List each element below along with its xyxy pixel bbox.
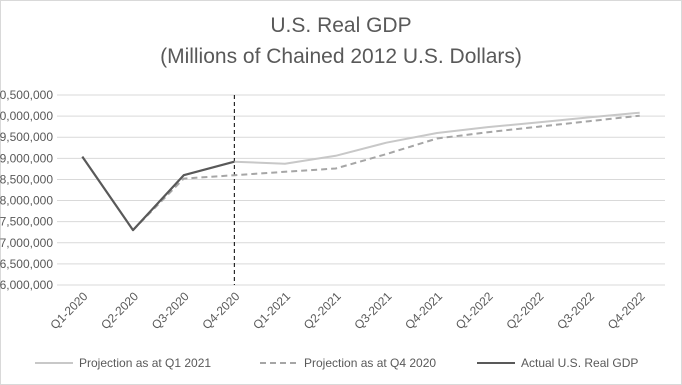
y-axis-tick-labels: 16,000,000 16,500,000 17,000,000 17,500,000… — [0, 88, 53, 292]
y-tick-label: 17,500,000 — [0, 215, 53, 229]
series-line — [81, 155, 235, 232]
y-tick-label: 19,000,000 — [0, 151, 53, 165]
legend-label: Projection as at Q1 2021 — [79, 356, 211, 370]
y-tick-label: 20,000,000 — [0, 109, 53, 123]
gridlines — [57, 94, 665, 286]
chart-title-line-2: (Millions of Chained 2012 U.S. Dollars) — [160, 45, 522, 68]
series-lines — [81, 111, 640, 232]
legend-label: Projection as at Q4 2020 — [304, 356, 436, 370]
chart-title-line-1: U.S. Real GDP — [270, 14, 411, 37]
y-tick-label: 16,000,000 — [0, 278, 53, 292]
legend-label: Actual U.S. Real GDP — [521, 356, 638, 370]
y-tick-label: 19,500,000 — [0, 130, 53, 144]
y-tick-label: 17,000,000 — [0, 236, 53, 250]
series-line — [234, 111, 640, 165]
y-tick-label: 18,500,000 — [0, 172, 53, 186]
y-tick-label: 20,500,000 — [0, 88, 53, 102]
legend: Projection as at Q1 2021 Projection as at… — [35, 356, 638, 370]
y-tick-label: 16,500,000 — [0, 257, 53, 271]
y-tick-label: 18,000,000 — [0, 194, 53, 208]
